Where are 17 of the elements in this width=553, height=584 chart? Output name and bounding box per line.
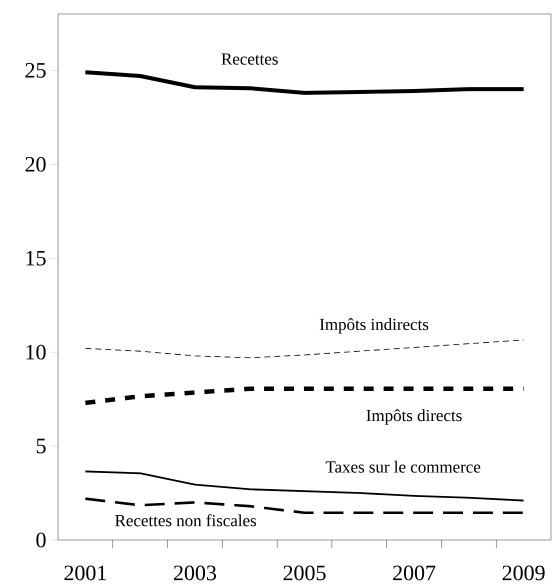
y-tick-label: 25	[26, 62, 46, 78]
series-label: Recettes	[222, 53, 278, 65]
y-tick-label: 15	[26, 250, 46, 266]
y-tick-label: 5	[36, 438, 46, 454]
y-tick-label: 0	[36, 532, 46, 548]
y-tick-label: 20	[26, 156, 46, 172]
x-tick-label: 2001	[64, 566, 106, 580]
line-series	[83, 70, 526, 95]
x-tick-label: 2003	[174, 566, 216, 580]
series-label: Taxes sur le commerce	[326, 460, 480, 473]
series-label: Impôts directs	[366, 409, 462, 425]
x-tick-label: 2007	[393, 566, 436, 580]
series-label: Recettes non fiscales	[115, 514, 256, 526]
x-tick-label: 2009	[502, 566, 545, 580]
series-label: Impôts indirects	[320, 318, 428, 334]
y-tick-label: 10	[26, 344, 46, 360]
x-tick-label: 2005	[284, 566, 326, 580]
